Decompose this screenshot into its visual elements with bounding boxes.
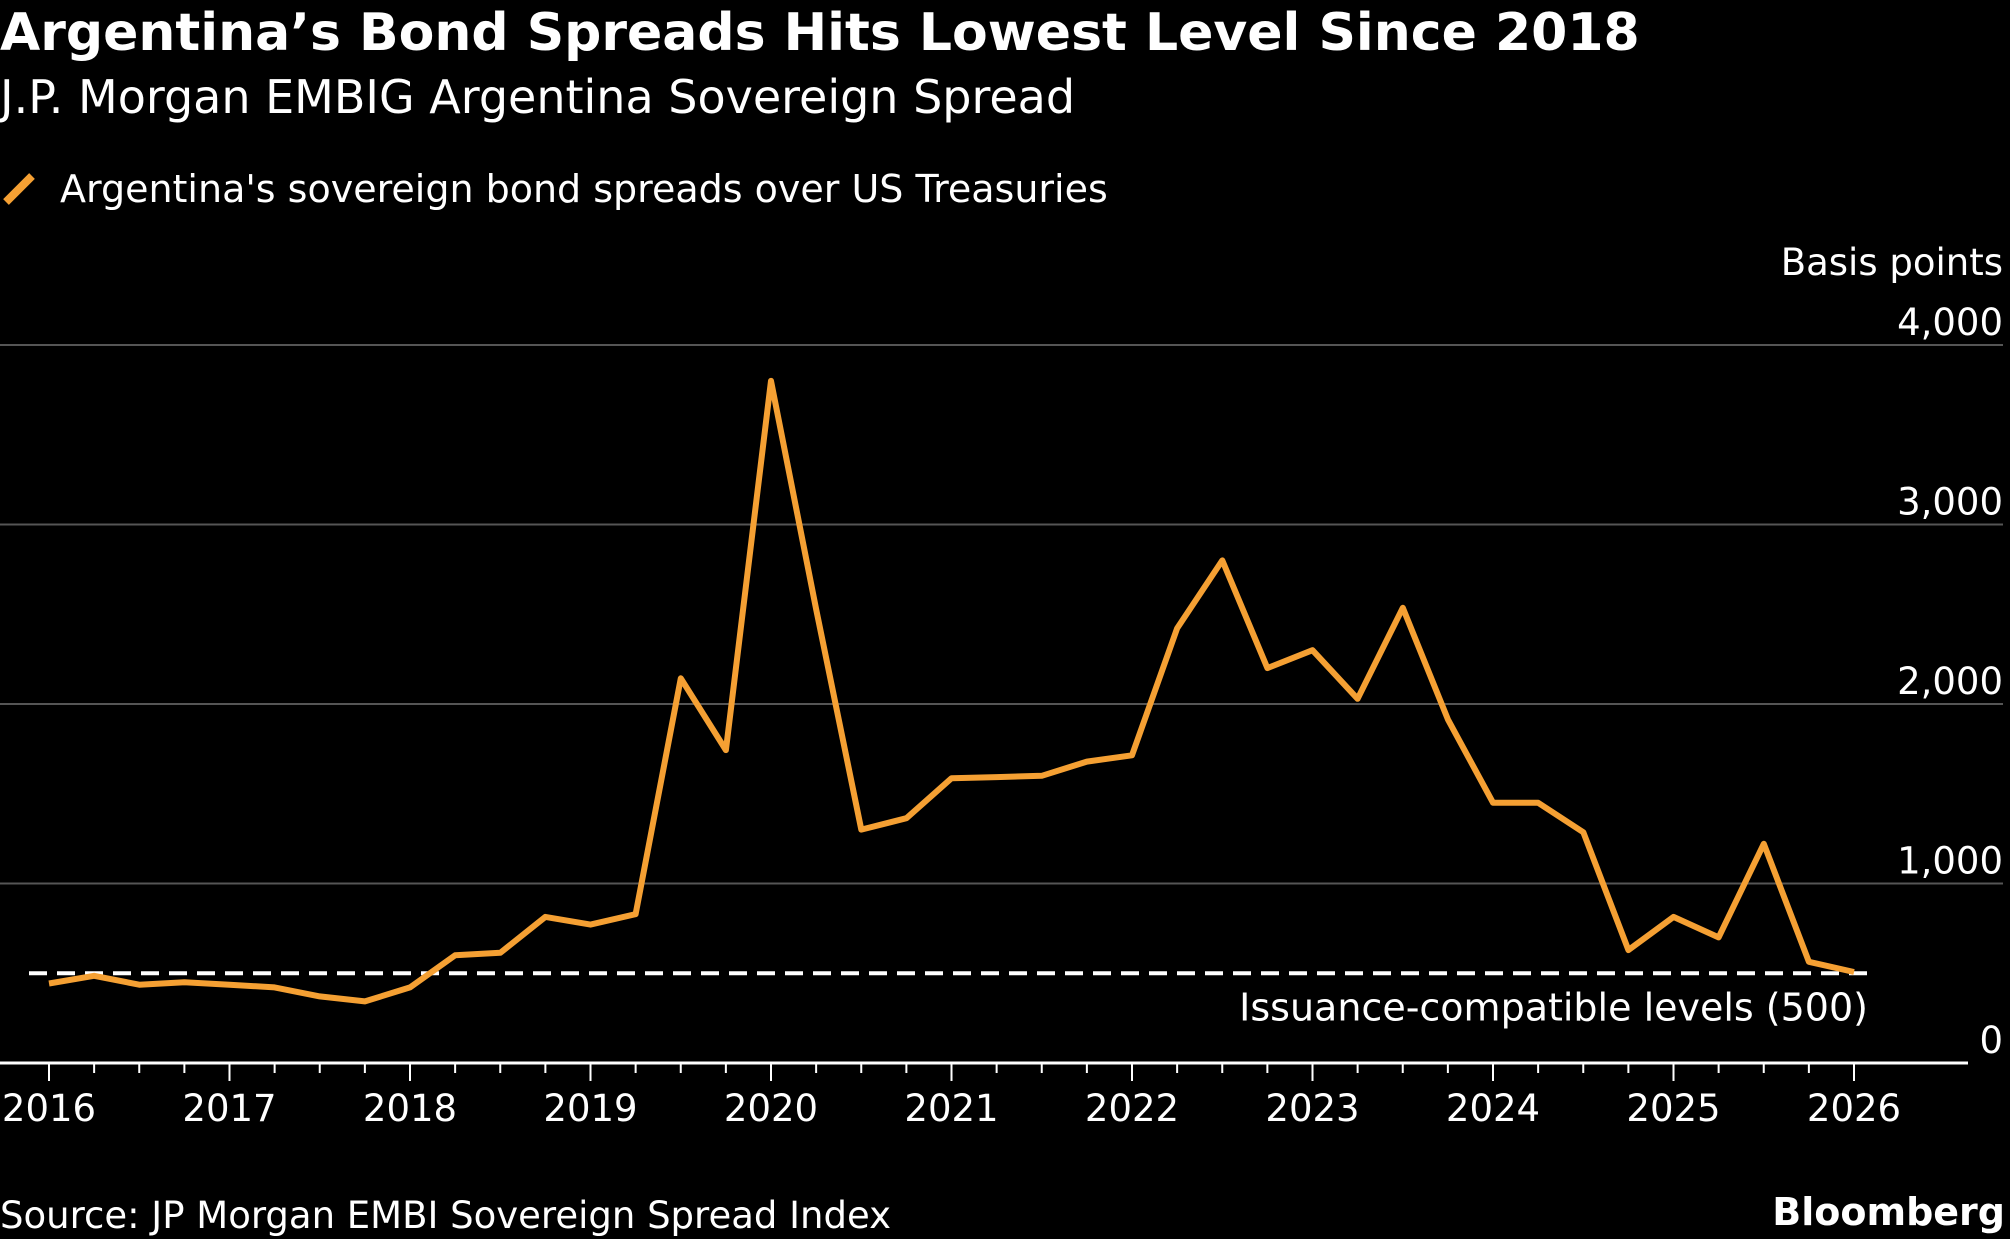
source-note: Source: JP Morgan EMBI Sovereign Spread …: [0, 1194, 891, 1237]
x-tick-label: 2022: [1085, 1087, 1179, 1130]
chart-title: Argentina’s Bond Spreads Hits Lowest Lev…: [0, 3, 1640, 63]
reference-line-label: Issuance-compatible levels (500): [1239, 985, 1868, 1029]
x-tick-label: 2021: [904, 1087, 998, 1130]
chart-subtitle: J.P. Morgan EMBIG Argentina Sovereign Sp…: [0, 70, 1075, 124]
series-line: [48, 377, 1855, 1005]
x-tick-label: 2017: [182, 1087, 276, 1130]
y-tick-label: 2,000: [1897, 660, 2003, 703]
x-tick-label: 2018: [363, 1087, 457, 1130]
legend-swatch-icon: [3, 173, 35, 205]
y-axis-label: Basis points: [1781, 241, 2003, 284]
x-tick-label: 2025: [1626, 1087, 1720, 1130]
y-tick-label: 1,000: [1897, 840, 2003, 883]
x-tick-label: 2023: [1265, 1087, 1359, 1130]
x-tick-label: 2020: [724, 1087, 818, 1130]
x-tick-label: 2026: [1807, 1087, 1901, 1130]
y-tick-label: 4,000: [1897, 301, 2003, 344]
x-tick-label: 2019: [543, 1087, 637, 1130]
legend-label: Argentina's sovereign bond spreads over …: [60, 167, 1108, 211]
x-tick-label: 2016: [2, 1087, 96, 1130]
bloomberg-logo: Bloomberg: [1772, 1190, 2005, 1234]
y-tick-label: 3,000: [1897, 481, 2003, 524]
y-tick-label: 0: [1979, 1019, 2003, 1062]
x-tick-label: 2024: [1446, 1087, 1540, 1130]
